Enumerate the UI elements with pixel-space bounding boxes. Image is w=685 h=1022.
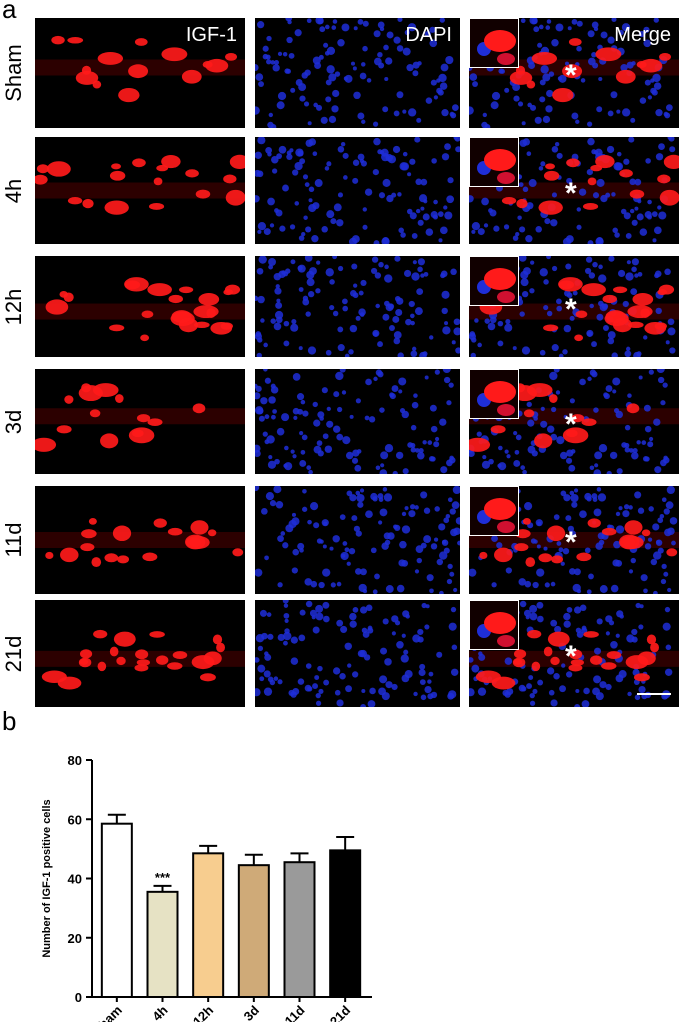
micrograph-sham-igf1: IGF-1	[35, 18, 245, 128]
micrograph-11d-igf1	[35, 486, 245, 594]
scale-bar	[637, 693, 671, 695]
asterisk-marker: *	[565, 526, 577, 559]
micrograph-image	[255, 256, 460, 357]
micrograph-3d-igf1	[35, 369, 245, 474]
zoom-inset	[469, 600, 519, 650]
row-label-sham: Sham	[1, 44, 26, 102]
bar-4h	[146, 890, 179, 998]
bar-sham	[100, 822, 133, 998]
micrograph-3d-dapi	[255, 369, 460, 474]
micrograph-image	[255, 137, 460, 244]
micrograph-image	[35, 518, 245, 568]
micrograph-11d-dapi	[255, 486, 460, 594]
asterisk-marker: *	[565, 639, 577, 673]
micrograph-21d-dapi	[255, 600, 460, 707]
bar-3d	[237, 864, 270, 998]
micrograph-image	[35, 629, 245, 690]
bar-12h	[192, 852, 225, 998]
panel-a-letter: a	[2, 0, 17, 24]
micrograph-11d-merge: *	[469, 486, 679, 594]
channel-label-igf1: IGF-1	[185, 24, 237, 46]
y-tick-label: 60	[68, 812, 82, 827]
micrograph-image	[35, 383, 245, 452]
micrograph-image	[35, 277, 245, 342]
zoom-inset	[469, 256, 519, 306]
micrograph-sham-merge: Merge *	[469, 18, 679, 128]
micrograph-sham-dapi: DAPI	[255, 18, 460, 128]
micrograph-image	[469, 18, 679, 128]
zoom-inset	[469, 486, 519, 536]
y-tick-label: 80	[68, 753, 82, 768]
row-label-21d: 21d	[1, 635, 26, 672]
micrograph-image	[255, 369, 456, 474]
micrograph-image	[255, 18, 459, 128]
row-label-11d: 11d	[1, 522, 26, 558]
y-tick-label: 40	[68, 872, 82, 887]
x-tick-label: 11d	[282, 1002, 308, 1022]
x-tick-label: 4h	[149, 1002, 170, 1022]
micrograph-image	[35, 35, 245, 103]
zoom-inset	[469, 137, 519, 187]
bar-11d	[283, 861, 316, 998]
micrograph-image	[255, 600, 459, 707]
bar-chart: 0 20 40 60 80 Number of IGF-1 positive cells S…	[41, 753, 372, 1022]
x-tick-label: 21d	[327, 1002, 353, 1022]
y-tick-label: 20	[68, 931, 82, 946]
micrograph-4h-igf1	[35, 137, 245, 244]
asterisk-marker: *	[565, 407, 577, 441]
panel-b-letter: b	[2, 706, 17, 736]
asterisk-marker: *	[565, 176, 577, 210]
row-label-3d: 3d	[1, 409, 26, 434]
x-tick-label: 12h	[190, 1002, 216, 1022]
y-tick-label: 0	[75, 990, 82, 1005]
micrograph-4h-merge: *	[469, 137, 679, 244]
micrograph-image	[255, 486, 460, 594]
micrograph-21d-igf1	[35, 600, 245, 707]
channel-label-dapi: DAPI	[405, 24, 452, 46]
channel-label-merge: Merge	[614, 24, 671, 46]
micrograph-4h-dapi	[255, 137, 460, 244]
micrograph-image	[469, 600, 679, 707]
micrograph-image	[35, 154, 245, 215]
row-label-12h: 12h	[1, 288, 26, 325]
asterisk-marker: *	[565, 292, 577, 326]
y-axis-label: Number of IGF-1 positive cells	[41, 799, 53, 957]
micrograph-21d-merge: *	[469, 600, 679, 707]
zoom-inset	[469, 18, 519, 68]
micrograph-3d-merge: *	[469, 369, 679, 474]
x-tick-label: 3d	[241, 1002, 262, 1022]
bar-21d	[329, 849, 362, 998]
significance-annotation: ***	[155, 870, 171, 885]
micrograph-12h-dapi	[255, 256, 460, 357]
micrograph-12h-igf1	[35, 256, 245, 357]
zoom-inset	[469, 369, 519, 419]
micrograph-12h-merge: *	[469, 256, 679, 357]
row-label-4h: 4h	[1, 178, 26, 203]
x-tick-label: Sham	[89, 1003, 125, 1022]
micrograph-image	[469, 486, 679, 594]
asterisk-marker: *	[565, 59, 577, 92]
